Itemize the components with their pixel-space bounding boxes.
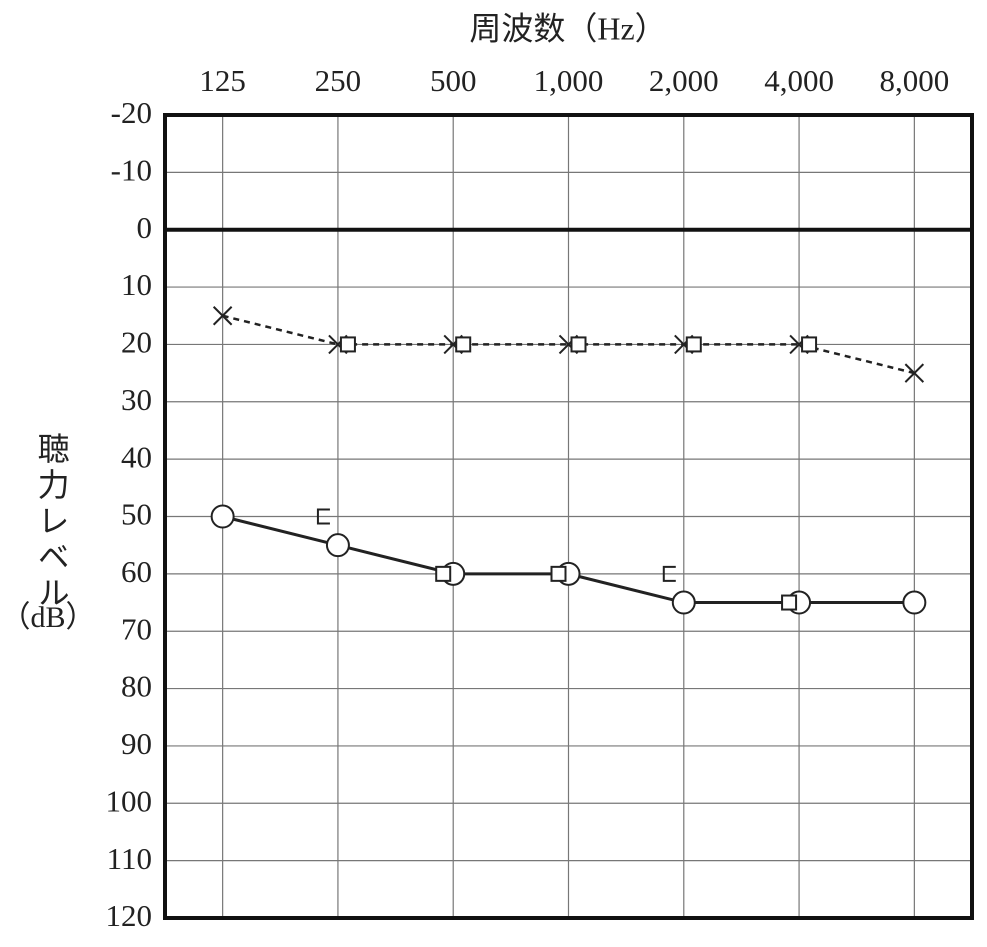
y-tick-label: 60 [121,554,152,589]
y-tick-label: 110 [107,841,152,876]
y-tick-label: 0 [137,210,153,245]
marker [570,336,587,353]
marker [325,533,350,558]
marker [210,504,235,529]
y-tick-label: 40 [121,439,152,474]
marker-part [339,336,356,353]
chart-title: 周波数（Hz） [469,10,666,46]
x-tick-label: 8,000 [879,63,949,98]
marker-part [212,306,233,326]
marker [455,336,472,353]
marker [435,565,452,582]
marker [685,336,702,353]
marker-part [210,504,235,529]
marker-part [570,336,587,353]
marker-part [781,594,798,611]
marker-part [455,336,472,353]
y-tick-label: 50 [121,497,152,532]
marker-part [325,533,350,558]
marker [662,565,676,582]
marker [801,336,818,353]
x-tick-label: 1,000 [534,63,604,98]
y-tick-label: -20 [111,95,152,130]
y-tick-label: 20 [121,325,152,360]
marker-part [435,565,452,582]
x-tick-label: 2,000 [649,63,719,98]
marker-part [685,336,702,353]
marker-part [904,363,925,383]
marker-part [801,336,818,353]
y-tick-label: -10 [111,152,152,187]
marker-part [902,590,927,615]
marker-part [662,565,676,582]
y-axis-unit: （dB） [0,601,95,634]
marker [902,590,927,615]
plot-border [163,113,974,920]
x-tick-label: 4,000 [764,63,834,98]
marker [212,306,233,326]
y-tick-label: 80 [121,669,152,704]
marker [316,508,330,525]
y-axis-label: 聴力レベル [34,432,70,612]
x-tick-label: 500 [430,63,477,98]
y-tick-label: 100 [106,783,153,818]
y-tick-label: 30 [121,382,152,417]
y-tick-label: 120 [106,898,153,933]
marker-part [316,508,330,525]
marker [781,594,798,611]
y-tick-label: 70 [121,611,152,646]
y-tick-label: 10 [121,267,152,302]
y-tick-label: 90 [121,726,152,761]
marker [550,565,567,582]
marker-part [671,590,696,615]
marker [339,336,356,353]
marker [904,363,925,383]
x-tick-label: 250 [315,63,362,98]
marker-part [550,565,567,582]
marker [671,590,696,615]
x-tick-label: 125 [199,63,246,98]
